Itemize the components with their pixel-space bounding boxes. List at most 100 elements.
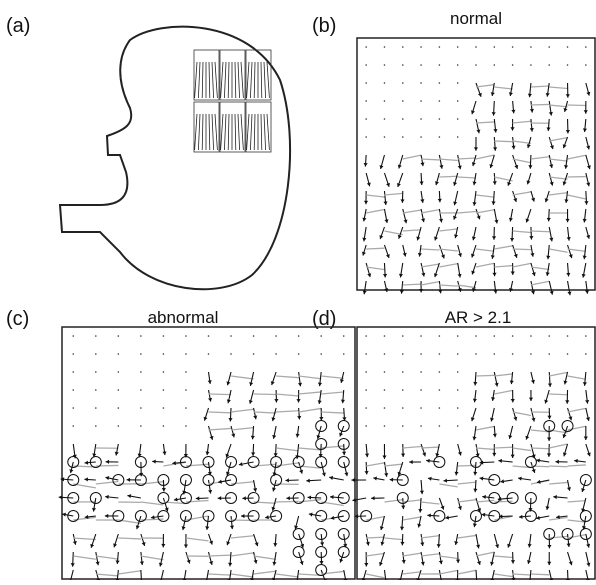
- electrode-block: [194, 50, 219, 100]
- arrow-head: [566, 130, 570, 133]
- electrode-lead: [215, 114, 217, 150]
- dot: [420, 46, 422, 48]
- isochrone: [366, 463, 384, 466]
- isochrone: [321, 571, 344, 574]
- arrow-head: [519, 515, 523, 519]
- dot: [457, 100, 459, 102]
- arrow-head: [566, 94, 570, 97]
- arrow-head: [528, 94, 532, 98]
- dot: [585, 353, 587, 355]
- panel-title: AR > 2.1: [445, 308, 512, 327]
- arrow-head: [330, 495, 334, 499]
- dot: [439, 136, 441, 138]
- dot: [494, 46, 496, 48]
- dot: [384, 100, 386, 102]
- dot: [72, 353, 74, 355]
- arrow-head: [586, 235, 590, 239]
- isochrone: [254, 412, 277, 413]
- isochrone: [549, 444, 567, 448]
- arrow: [568, 570, 569, 580]
- dot: [118, 407, 120, 409]
- isochrone: [476, 426, 494, 430]
- electrode-lead: [235, 114, 236, 150]
- arrow-head: [427, 513, 431, 517]
- isochrone: [421, 536, 439, 538]
- arrow-head: [218, 496, 221, 500]
- isochrone: [384, 500, 402, 502]
- isochrone: [458, 570, 476, 574]
- isochrone: [276, 463, 299, 466]
- dot: [457, 118, 459, 120]
- isochrone: [568, 249, 586, 251]
- isochrone: [231, 376, 254, 379]
- isochrone: [549, 394, 567, 395]
- dot: [365, 118, 367, 120]
- dot: [457, 353, 459, 355]
- isochrone: [458, 158, 476, 159]
- arrow-head: [473, 382, 477, 386]
- arrow-head: [228, 563, 232, 567]
- arrow-head: [531, 380, 535, 384]
- electrode-lead: [212, 62, 214, 98]
- arrow-head: [419, 181, 423, 185]
- isochrone: [494, 501, 512, 502]
- dot: [494, 64, 496, 66]
- isochrone: [366, 209, 384, 213]
- isochrone: [513, 192, 531, 195]
- isochrone: [299, 392, 322, 394]
- isochrone: [403, 517, 421, 520]
- arrow-head: [527, 560, 531, 564]
- isochrone: [549, 536, 567, 538]
- arrow-head: [365, 454, 369, 458]
- isochrone: [494, 87, 512, 89]
- electrode-lead: [221, 62, 223, 98]
- isochrone: [421, 264, 439, 267]
- dot: [402, 136, 404, 138]
- arrow-head: [511, 271, 515, 274]
- dot: [72, 389, 74, 391]
- arrow-head: [564, 199, 568, 203]
- dot: [208, 335, 210, 337]
- dot: [494, 335, 496, 337]
- arrow-head: [527, 144, 531, 148]
- arrow-head: [528, 544, 532, 548]
- isochrone: [421, 502, 439, 504]
- electrode-lead: [264, 62, 266, 98]
- isochrone: [476, 552, 494, 556]
- electrode-lead: [267, 114, 269, 150]
- arrow-head: [210, 436, 214, 440]
- dot: [230, 335, 232, 337]
- dot: [512, 64, 514, 66]
- isochrone: [531, 157, 549, 159]
- isochrone: [531, 104, 549, 105]
- panel-title: normal: [450, 9, 502, 28]
- arrow-head: [274, 399, 278, 402]
- electrode-lead: [254, 62, 255, 98]
- arrow-head: [458, 253, 462, 257]
- arrow-head: [308, 495, 312, 499]
- arrow-head: [476, 130, 480, 134]
- dot: [95, 425, 97, 427]
- arrow-head: [567, 237, 571, 241]
- dot: [185, 353, 187, 355]
- arrow-head: [298, 383, 302, 387]
- arrow-head: [458, 452, 462, 456]
- arrow-head: [365, 471, 369, 475]
- arrow-head: [490, 562, 494, 566]
- arrow-head: [242, 496, 246, 500]
- arrow-head: [417, 524, 421, 528]
- electrode-lead: [195, 62, 197, 98]
- arrow-head: [319, 561, 323, 564]
- isochrone: [549, 177, 567, 179]
- dot: [567, 64, 569, 66]
- isochrone: [568, 195, 586, 199]
- isochrone: [568, 408, 586, 412]
- isochrone: [299, 500, 322, 502]
- electrode-lead: [235, 62, 236, 98]
- dot: [185, 335, 187, 337]
- dot: [512, 353, 514, 355]
- isochrone: [403, 284, 421, 285]
- arrow-head: [272, 435, 276, 439]
- arrow-head: [364, 201, 368, 204]
- electrode-lead: [209, 62, 210, 98]
